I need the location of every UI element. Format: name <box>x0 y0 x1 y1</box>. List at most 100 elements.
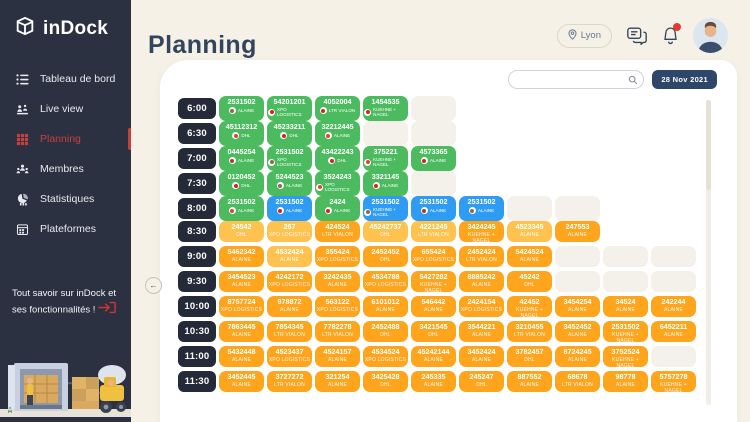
planning-card[interactable]: 43422243 DHL <box>315 146 360 171</box>
planning-card[interactable]: 3452424 ALAINE <box>459 346 504 367</box>
location-selector[interactable]: Lyon <box>556 23 612 48</box>
planning-card[interactable]: 3210455 LTR VIALON <box>507 321 552 342</box>
planning-card[interactable]: 8724245 ALAINE <box>555 346 600 367</box>
planning-card[interactable]: 2531502 ALAINE <box>267 196 312 221</box>
planning-card[interactable]: 267 XPO LOGISTICS <box>267 221 312 242</box>
planning-card[interactable]: 3752524 KUEHNE + NAGEL <box>603 346 648 367</box>
planning-card[interactable]: 4242172 XPO LOGISTICS <box>267 271 312 292</box>
planning-card[interactable]: 5432448 ALAINE <box>219 346 264 367</box>
planning-card[interactable]: 3727272 LTR VIALON <box>267 371 312 392</box>
planning-card[interactable]: 3454523 ALAINE <box>219 271 264 292</box>
planning-card[interactable]: 2531502 KUEHNE + NAGEL <box>363 196 408 221</box>
sidebar-item-planning[interactable]: Planning <box>0 124 131 154</box>
sidebar-item-live-view[interactable]: Live view <box>0 94 131 124</box>
search-input[interactable] <box>508 70 645 89</box>
planning-card[interactable]: 563122 XPO LOGISTICS <box>315 296 360 317</box>
planning-card[interactable]: 3544221 ALAINE <box>459 321 504 342</box>
planning-card[interactable]: 546442 ALAINE <box>411 296 456 317</box>
planning-card[interactable]: 3452445 ALAINE <box>219 371 264 392</box>
planning-card[interactable]: 7854345 LTR VIALON <box>267 321 312 342</box>
planning-card[interactable]: 2452424 LTR VIALON <box>459 246 504 267</box>
planning-card[interactable]: 4524157 ALAINE <box>315 346 360 367</box>
planning-card[interactable]: 45242144 ALAINE <box>411 346 456 367</box>
planning-card[interactable]: 4534524 XPO LOGISTICS <box>363 346 408 367</box>
date-selector[interactable]: 28 Nov 2021 <box>652 69 717 89</box>
planning-card[interactable]: 2531502 ALAINE <box>411 196 456 221</box>
planning-card[interactable]: 42452 KUEHNE + NAGEL <box>507 296 552 317</box>
planning-card[interactable]: 887552 ALAINE <box>507 371 552 392</box>
planning-card[interactable]: 5757278 KUEHNE + NAGEL <box>651 371 696 392</box>
planning-card[interactable]: 98778 ALAINE <box>603 371 648 392</box>
planning-card[interactable]: 4523437 XPO LOGISTICS <box>267 346 312 367</box>
planning-card[interactable]: 242244 ALAINE <box>651 296 696 317</box>
planning-card[interactable]: 5244523 ALAINE <box>267 171 312 196</box>
scrollbar-thumb[interactable] <box>706 100 711 190</box>
planning-card[interactable]: 8757724 XPO LOGISTICS <box>219 296 264 317</box>
planning-card[interactable]: 3242435 ALAINE <box>315 271 360 292</box>
planning-card[interactable]: 2531502 ALAINE <box>219 196 264 221</box>
planning-card[interactable]: 8885242 ALAINE <box>459 271 504 292</box>
planning-card[interactable]: 6452211 ALAINE <box>651 321 696 342</box>
planning-card[interactable]: 3454254 ALAINE <box>555 296 600 317</box>
planning-card[interactable]: 355424 XPO LOGISTICS <box>315 246 360 267</box>
planning-card[interactable]: 2531502 ALAINE <box>219 96 264 121</box>
planning-card[interactable]: 2424 ALAINE <box>315 196 360 221</box>
planning-card[interactable]: 4052004 LTR VIALON <box>315 96 360 121</box>
planning-card[interactable]: 321254 ALAINE <box>315 371 360 392</box>
planning-card[interactable]: 2531502 XPO LOGISTICS <box>267 146 312 171</box>
planning-card[interactable]: 1454535 KUEHNE + NAGEL <box>363 96 408 121</box>
planning-card[interactable]: 45233211 DHL <box>267 121 312 146</box>
planning-card[interactable]: 3421545 DHL <box>411 321 456 342</box>
planning-card[interactable]: 247553 ALAINE <box>555 221 600 242</box>
sidebar-promo[interactable]: Tout savoir sur inDock et ses fonctionna… <box>0 288 131 422</box>
planning-card[interactable]: 2452452 DHL <box>363 246 408 267</box>
planning-card[interactable]: 0120452 DHL <box>219 171 264 196</box>
planning-card[interactable]: 5427282 KUEHNE + NAGEL <box>411 271 456 292</box>
planning-card[interactable]: 4221245 LTR VIALON <box>411 221 456 242</box>
sidebar-item-statistiques[interactable]: Statistiques <box>0 184 131 214</box>
planning-card[interactable]: 32212445 ALAINE <box>315 121 360 146</box>
planning-card[interactable]: 4534788 XPO LOGISTICS <box>363 271 408 292</box>
planning-card[interactable]: 68678 LTR VIALON <box>555 371 600 392</box>
planning-card[interactable]: 245335 ALAINE <box>411 371 456 392</box>
scroll-left-button[interactable]: ← <box>145 277 162 294</box>
sidebar-item-membres[interactable]: Membres <box>0 154 131 184</box>
planning-card[interactable]: 3782457 DHL <box>507 346 552 367</box>
planning-card[interactable]: 4523345 ALAINE <box>507 221 552 242</box>
messages-button[interactable] <box>626 26 648 45</box>
planning-card[interactable]: 45242737 DHL <box>363 221 408 242</box>
planning-card[interactable]: 245247 DHL <box>459 371 504 392</box>
planning-card[interactable]: 375221 KUEHNE + NAGEL <box>363 146 408 171</box>
company-name: LTR VIALON <box>274 332 305 338</box>
user-avatar[interactable] <box>693 18 728 53</box>
sidebar-item-plateformes[interactable]: Plateformes <box>0 214 131 244</box>
planning-card[interactable]: 3321145 ALAINE <box>363 171 408 196</box>
planning-card[interactable]: 2424154 XPO LOGISTICS <box>459 296 504 317</box>
planning-card[interactable]: 3452452 ALAINE <box>555 321 600 342</box>
planning-card[interactable]: 54201201 XPO LOGISTICS <box>267 96 312 121</box>
planning-card[interactable]: 5424524 ALAINE <box>507 246 552 267</box>
planning-card[interactable]: 7782278 LTR VIALON <box>315 321 360 342</box>
vertical-scrollbar[interactable] <box>706 100 711 405</box>
planning-card[interactable]: 3424245 KUEHNE + NAGEL <box>459 221 504 242</box>
planning-card[interactable]: 4573365 ALAINE <box>411 146 456 171</box>
planning-card[interactable]: 5462342 ALAINE <box>219 246 264 267</box>
planning-card[interactable]: 978872 ALAINE <box>267 296 312 317</box>
planning-card[interactable]: 45242 DHL <box>507 271 552 292</box>
planning-card[interactable]: 24542 DHL <box>219 221 264 242</box>
planning-card[interactable]: 4532424 ALAINE <box>267 246 312 267</box>
planning-card[interactable]: 2531502 KUEHNE + NAGEL <box>603 321 648 342</box>
planning-card[interactable]: 6101012 ALAINE <box>363 296 408 317</box>
planning-card[interactable]: 34524 ALAINE <box>603 296 648 317</box>
planning-card[interactable]: 2452488 DHL <box>363 321 408 342</box>
planning-card[interactable]: 45112312 DHL <box>219 121 264 146</box>
notifications-button[interactable] <box>662 23 681 45</box>
planning-card[interactable]: 2531502 ALAINE <box>459 196 504 221</box>
planning-card[interactable]: 0445254 ALAINE <box>219 146 264 171</box>
planning-card[interactable]: 3425428 DHL <box>363 371 408 392</box>
planning-card[interactable]: 424524 LTR VIALON <box>315 221 360 242</box>
planning-card[interactable]: 655424 XPO LOGISTICS <box>411 246 456 267</box>
planning-card[interactable]: 7863445 ALAINE <box>219 321 264 342</box>
sidebar-item-tableau-de-bord[interactable]: Tableau de bord <box>0 64 131 94</box>
planning-card[interactable]: 3524243 XPO LOGISTICS <box>315 171 360 196</box>
